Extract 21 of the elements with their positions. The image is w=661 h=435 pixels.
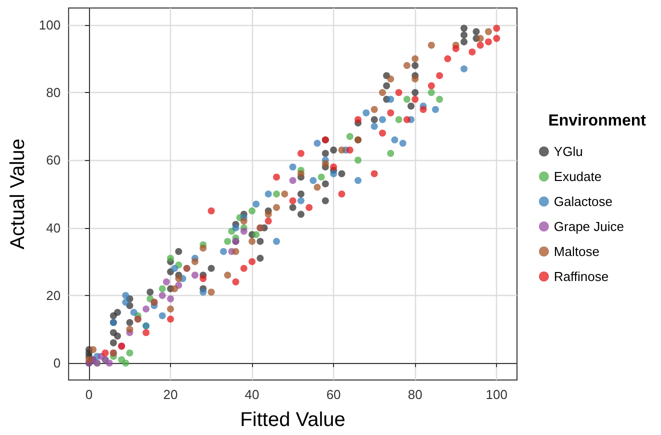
y-tick-label: 40 <box>46 220 61 236</box>
legend-label: Raffinose <box>554 269 609 284</box>
x-axis-title: Fitted Value <box>240 409 346 431</box>
y-tick-label: 80 <box>46 85 61 100</box>
y-tick-label: 60 <box>46 152 61 168</box>
x-tick-label: 0 <box>85 387 93 402</box>
legend-title: Environment <box>548 112 647 130</box>
legend-label: Maltose <box>554 244 600 259</box>
x-tick-label: 20 <box>163 387 178 402</box>
legend-label: Grape Juice <box>554 219 624 234</box>
x-tick-label: 40 <box>244 387 260 402</box>
y-tick-label: 20 <box>46 288 61 303</box>
x-tick-label: 100 <box>486 387 508 402</box>
y-tick-label: 0 <box>53 356 61 371</box>
y-axis-title: Actual Value <box>7 138 29 250</box>
legend-label: Exudate <box>554 169 602 184</box>
y-tick-label: 100 <box>38 17 61 32</box>
x-tick-label: 80 <box>408 387 422 402</box>
legend-label: Galactose <box>554 194 612 209</box>
legend-label: YGlu <box>554 144 583 159</box>
x-tick-label: 60 <box>326 387 341 402</box>
